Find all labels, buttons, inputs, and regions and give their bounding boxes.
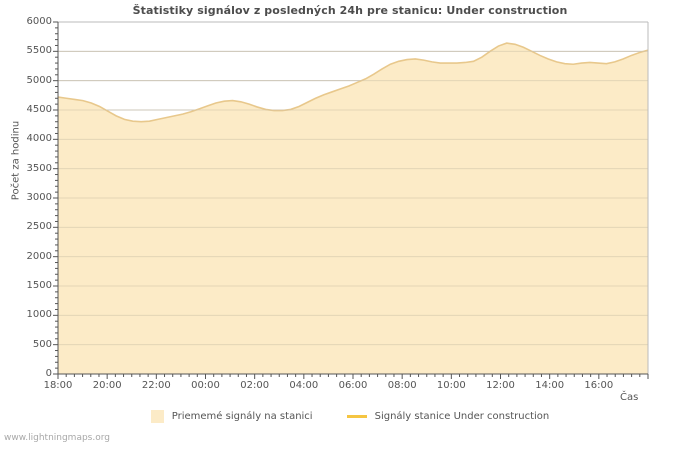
legend-item[interactable]: Signály stanice Under construction bbox=[346, 411, 550, 422]
y-tick-label: 500 bbox=[32, 338, 52, 350]
y-tick-label: 3000 bbox=[26, 192, 52, 203]
x-axis-title: Čas bbox=[620, 392, 639, 403]
x-tick-label: 02:00 bbox=[240, 380, 270, 391]
x-tick-label: 10:00 bbox=[436, 380, 466, 391]
x-tick-label: 04:00 bbox=[289, 380, 319, 391]
x-tick-label: 14:00 bbox=[535, 380, 565, 391]
x-tick-label: 06:00 bbox=[338, 380, 368, 391]
y-tick-label: 4500 bbox=[26, 104, 52, 115]
legend-area-swatch bbox=[150, 410, 164, 423]
legend-label: Priememé signály na stanici bbox=[171, 411, 313, 422]
x-tick-label: 18:00 bbox=[43, 380, 73, 391]
legend-label: Signály stanice Under construction bbox=[374, 411, 550, 422]
y-tick-label: 3500 bbox=[26, 162, 52, 174]
y-tick-label: 2500 bbox=[26, 221, 52, 233]
legend-item[interactable]: Priememé signály na stanici bbox=[150, 410, 313, 423]
y-tick-label: 5500 bbox=[26, 45, 52, 57]
y-tick-label: 5000 bbox=[26, 74, 52, 86]
chart-legend: Priememé signály na stanici Signály stani… bbox=[0, 410, 700, 423]
chart-title: Štatistiky signálov z posledných 24h pre… bbox=[132, 4, 568, 17]
y-tick-label: 1500 bbox=[26, 280, 52, 291]
y-tick-label: 0 bbox=[45, 368, 52, 379]
area-series-line bbox=[57, 42, 649, 123]
x-tick-label: 12:00 bbox=[486, 380, 515, 391]
watermark-label: www.lightningmaps.org bbox=[4, 433, 110, 443]
x-tick-label: 16:00 bbox=[584, 380, 614, 391]
y-tick-label: 2000 bbox=[26, 250, 52, 262]
area-series-fill bbox=[58, 43, 648, 375]
x-tick-label: 20:00 bbox=[92, 380, 122, 391]
y-tick-label: 4000 bbox=[26, 133, 52, 145]
y-tick-label: 1000 bbox=[26, 309, 52, 321]
x-tick-label: 22:00 bbox=[141, 380, 171, 391]
x-tick-label: 08:00 bbox=[387, 380, 417, 391]
y-tick-label: 6000 bbox=[26, 16, 52, 27]
legend-line-swatch bbox=[346, 415, 367, 418]
x-tick-label: 00:00 bbox=[191, 380, 220, 391]
